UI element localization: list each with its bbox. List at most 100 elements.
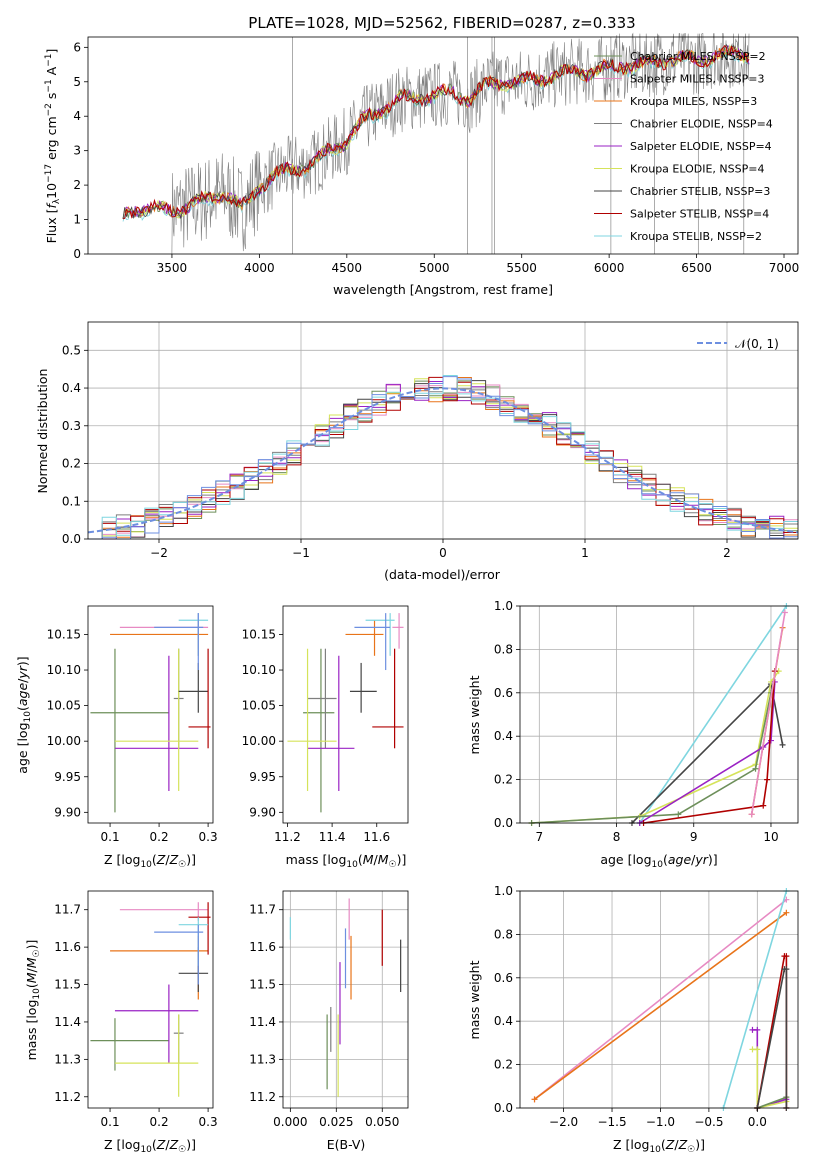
spectrum-axes: 3500 4000 4500 5000 5500 6000 6500 7000 0 1 2 3 4 5 6 <box>73 40 799 275</box>
mass-vs-z-xtick-label: 0.2 <box>150 1115 169 1129</box>
mw-vs-age-marker <box>781 609 788 616</box>
gauss-legend-label: 𝒩(0, 1) <box>735 337 779 351</box>
mass-vs-ebv-grid <box>283 891 408 1108</box>
legend-label: Salpeter ELODIE, NSSP=4 <box>630 140 772 153</box>
mass-vs-z-ytick-label: 11.3 <box>54 1052 81 1066</box>
mw-vs-age-line <box>639 681 776 824</box>
model-spectrum-line <box>122 44 750 220</box>
age-vs-z-data <box>90 613 211 813</box>
mw-vs-age-data <box>528 603 790 826</box>
model-spectrum-line <box>122 46 750 219</box>
age-vs-z-xtick-label: 0.1 <box>101 830 120 844</box>
residual-ytick-label: 0.5 <box>62 343 81 357</box>
spectrum-ytick-label: 5 <box>73 75 81 89</box>
mw-vs-z-line <box>756 968 788 1109</box>
age-vs-z-ytick-label: 9.95 <box>54 770 81 784</box>
mass-vs-ebv-ytick-label: 11.4 <box>249 1015 276 1029</box>
residual-xtick-label: −2 <box>150 546 168 560</box>
spectrum-ytick-label: 3 <box>73 144 81 158</box>
mw-vs-age-marker <box>760 802 767 809</box>
mass-vs-ebv-ytick-label: 11.5 <box>249 978 276 992</box>
residual-xtick-label: 0 <box>439 546 447 560</box>
mw-vs-age-ytick-label: 0.0 <box>494 816 513 830</box>
mw-vs-age-marker <box>675 811 682 818</box>
mw-vs-z-xtick-label: −1.5 <box>597 1115 626 1129</box>
mw-vs-age-line <box>643 671 776 824</box>
mw-vs-age-line <box>639 605 788 824</box>
mw-vs-z-data <box>531 888 790 1111</box>
age-vs-mass-axes: 11.2 11.4 11.6 9.90 9.95 10.00 10.05 10.10 10.15 <box>242 627 390 844</box>
residual-xtick-label: −1 <box>292 546 310 560</box>
mw-vs-age-panel: 7 8 9 10 0.0 0.2 0.4 0.6 0.8 1.0 age [log10(age/y… <box>467 599 799 870</box>
mass-vs-ebv-ytick-label: 11.3 <box>249 1052 276 1066</box>
residual-ylabel: Normed distribution <box>35 369 50 494</box>
mw-vs-z-ytick-label: 1.0 <box>494 884 513 898</box>
spectrum-xtick-label: 5500 <box>506 261 537 275</box>
mass-vs-ebv-ytick-label: 11.6 <box>249 940 276 954</box>
spectrum-xtick-label: 5000 <box>419 261 450 275</box>
mw-vs-z-line <box>757 1096 787 1109</box>
spectrum-xtick-label: 6500 <box>681 261 712 275</box>
mw-vs-age-marker <box>779 741 786 748</box>
mw-vs-z-line <box>722 890 788 1109</box>
legend-label: Salpeter STELIB, NSSP=4 <box>630 208 769 221</box>
mw-vs-z-marker <box>754 1026 761 1033</box>
mw-vs-age-xtick-label: 8 <box>613 830 621 844</box>
age-vs-z-ytick-label: 10.00 <box>47 734 81 748</box>
age-vs-mass-ytick-label: 10.15 <box>242 627 276 641</box>
mw-vs-age-line <box>750 612 786 815</box>
age-vs-z-xtick-label: 0.2 <box>150 830 169 844</box>
gaussian-curve <box>87 387 799 534</box>
mw-vs-z-ytick-label: 0.4 <box>494 1014 513 1028</box>
mw-vs-z-ytick-label: 0.8 <box>494 927 513 941</box>
mass-vs-ebv-xtick-label: 0.000 <box>273 1115 307 1129</box>
mass-vs-z-ytick-label: 11.6 <box>54 940 81 954</box>
mw-vs-age-xtick-label: 7 <box>535 830 543 844</box>
age-vs-mass-xtick-label: 11.6 <box>363 830 390 844</box>
age-vs-mass-data <box>287 613 404 813</box>
mass-vs-z-ytick-label: 11.5 <box>54 978 81 992</box>
legend-label: Salpeter MILES, NSSP=3 <box>630 73 764 86</box>
residual-ytick-label: 0.4 <box>62 381 81 395</box>
age-vs-mass-xtick-label: 11.2 <box>274 830 301 844</box>
mw-vs-age-xtick-label: 9 <box>690 830 698 844</box>
mass-vs-ebv-xtick-label: 0.025 <box>319 1115 353 1129</box>
spectrum-ytick-label: 6 <box>73 40 81 54</box>
spectrum-ylabel: Flux [fλ10−17 erg cm−2 s−1 A−1] <box>44 49 62 244</box>
spectrum-xtick-label: 7000 <box>769 261 800 275</box>
spectrum-xlabel: wavelength [Angstrom, rest frame] <box>333 282 553 297</box>
mw-vs-z-marker <box>754 1046 761 1053</box>
legend-label: Kroupa ELODIE, NSSP=4 <box>630 163 764 176</box>
legend-label: Kroupa MILES, NSSP=3 <box>630 95 757 108</box>
age-vs-mass-ytick-label: 9.90 <box>249 805 276 819</box>
mw-vs-age-ytick-label: 0.2 <box>494 773 513 787</box>
age-vs-z-axes: 0.1 0.2 0.3 9.90 9.95 10.00 10.05 10.10 10.15 <box>47 627 218 844</box>
mass-vs-ebv-xlabel: E(B-V) <box>327 1137 366 1152</box>
spectrum-data <box>122 32 750 255</box>
age-vs-z-panel: 0.1 0.2 0.3 9.90 9.95 10.00 10.05 10.10 10.15 Z … <box>15 605 218 870</box>
mw-vs-z-ytick-label: 0.0 <box>494 1101 513 1115</box>
mw-vs-age-ylabel: mass weight <box>467 675 482 754</box>
mw-vs-z-marker <box>531 1096 538 1103</box>
age-vs-z-frame <box>87 605 214 824</box>
mw-vs-z-axes: −2.0 −1.5 −1.0 −0.5 0.0 0.0 0.2 0.4 0.6 0.8 1.0 <box>494 884 767 1129</box>
age-vs-z-ytick-label: 9.90 <box>54 805 81 819</box>
model-spectrum-line <box>122 43 750 219</box>
spectrum-ytick-label: 4 <box>73 109 81 123</box>
spectrum-legend: Chabrier MILES, NSSP=2 Salpeter MILES, NS… <box>594 50 773 243</box>
mass-vs-ebv-ytick-label: 11.7 <box>249 903 276 917</box>
residual-xtick-label: 2 <box>723 546 731 560</box>
age-vs-mass-ytick-label: 10.05 <box>242 699 276 713</box>
mw-vs-z-marker <box>783 909 790 916</box>
age-vs-z-ytick-label: 10.15 <box>47 627 81 641</box>
mw-vs-z-xlabel: Z [log10(Z/Z☉)] <box>613 1137 705 1155</box>
mass-vs-z-xlabel: Z [log10(Z/Z☉)] <box>104 1137 196 1155</box>
spectrum-xtick-label: 3500 <box>157 261 188 275</box>
spectrum-ytick-label: 0 <box>73 247 81 261</box>
mw-vs-z-ylabel: mass weight <box>467 960 482 1039</box>
age-vs-mass-xtick-label: 11.4 <box>319 830 346 844</box>
age-vs-z-xlabel: Z [log10(Z/Z☉)] <box>104 852 196 870</box>
residual-ytick-label: 0.2 <box>62 457 81 471</box>
age-vs-mass-frame <box>282 605 409 824</box>
age-vs-z-ytick-label: 10.10 <box>47 663 81 677</box>
